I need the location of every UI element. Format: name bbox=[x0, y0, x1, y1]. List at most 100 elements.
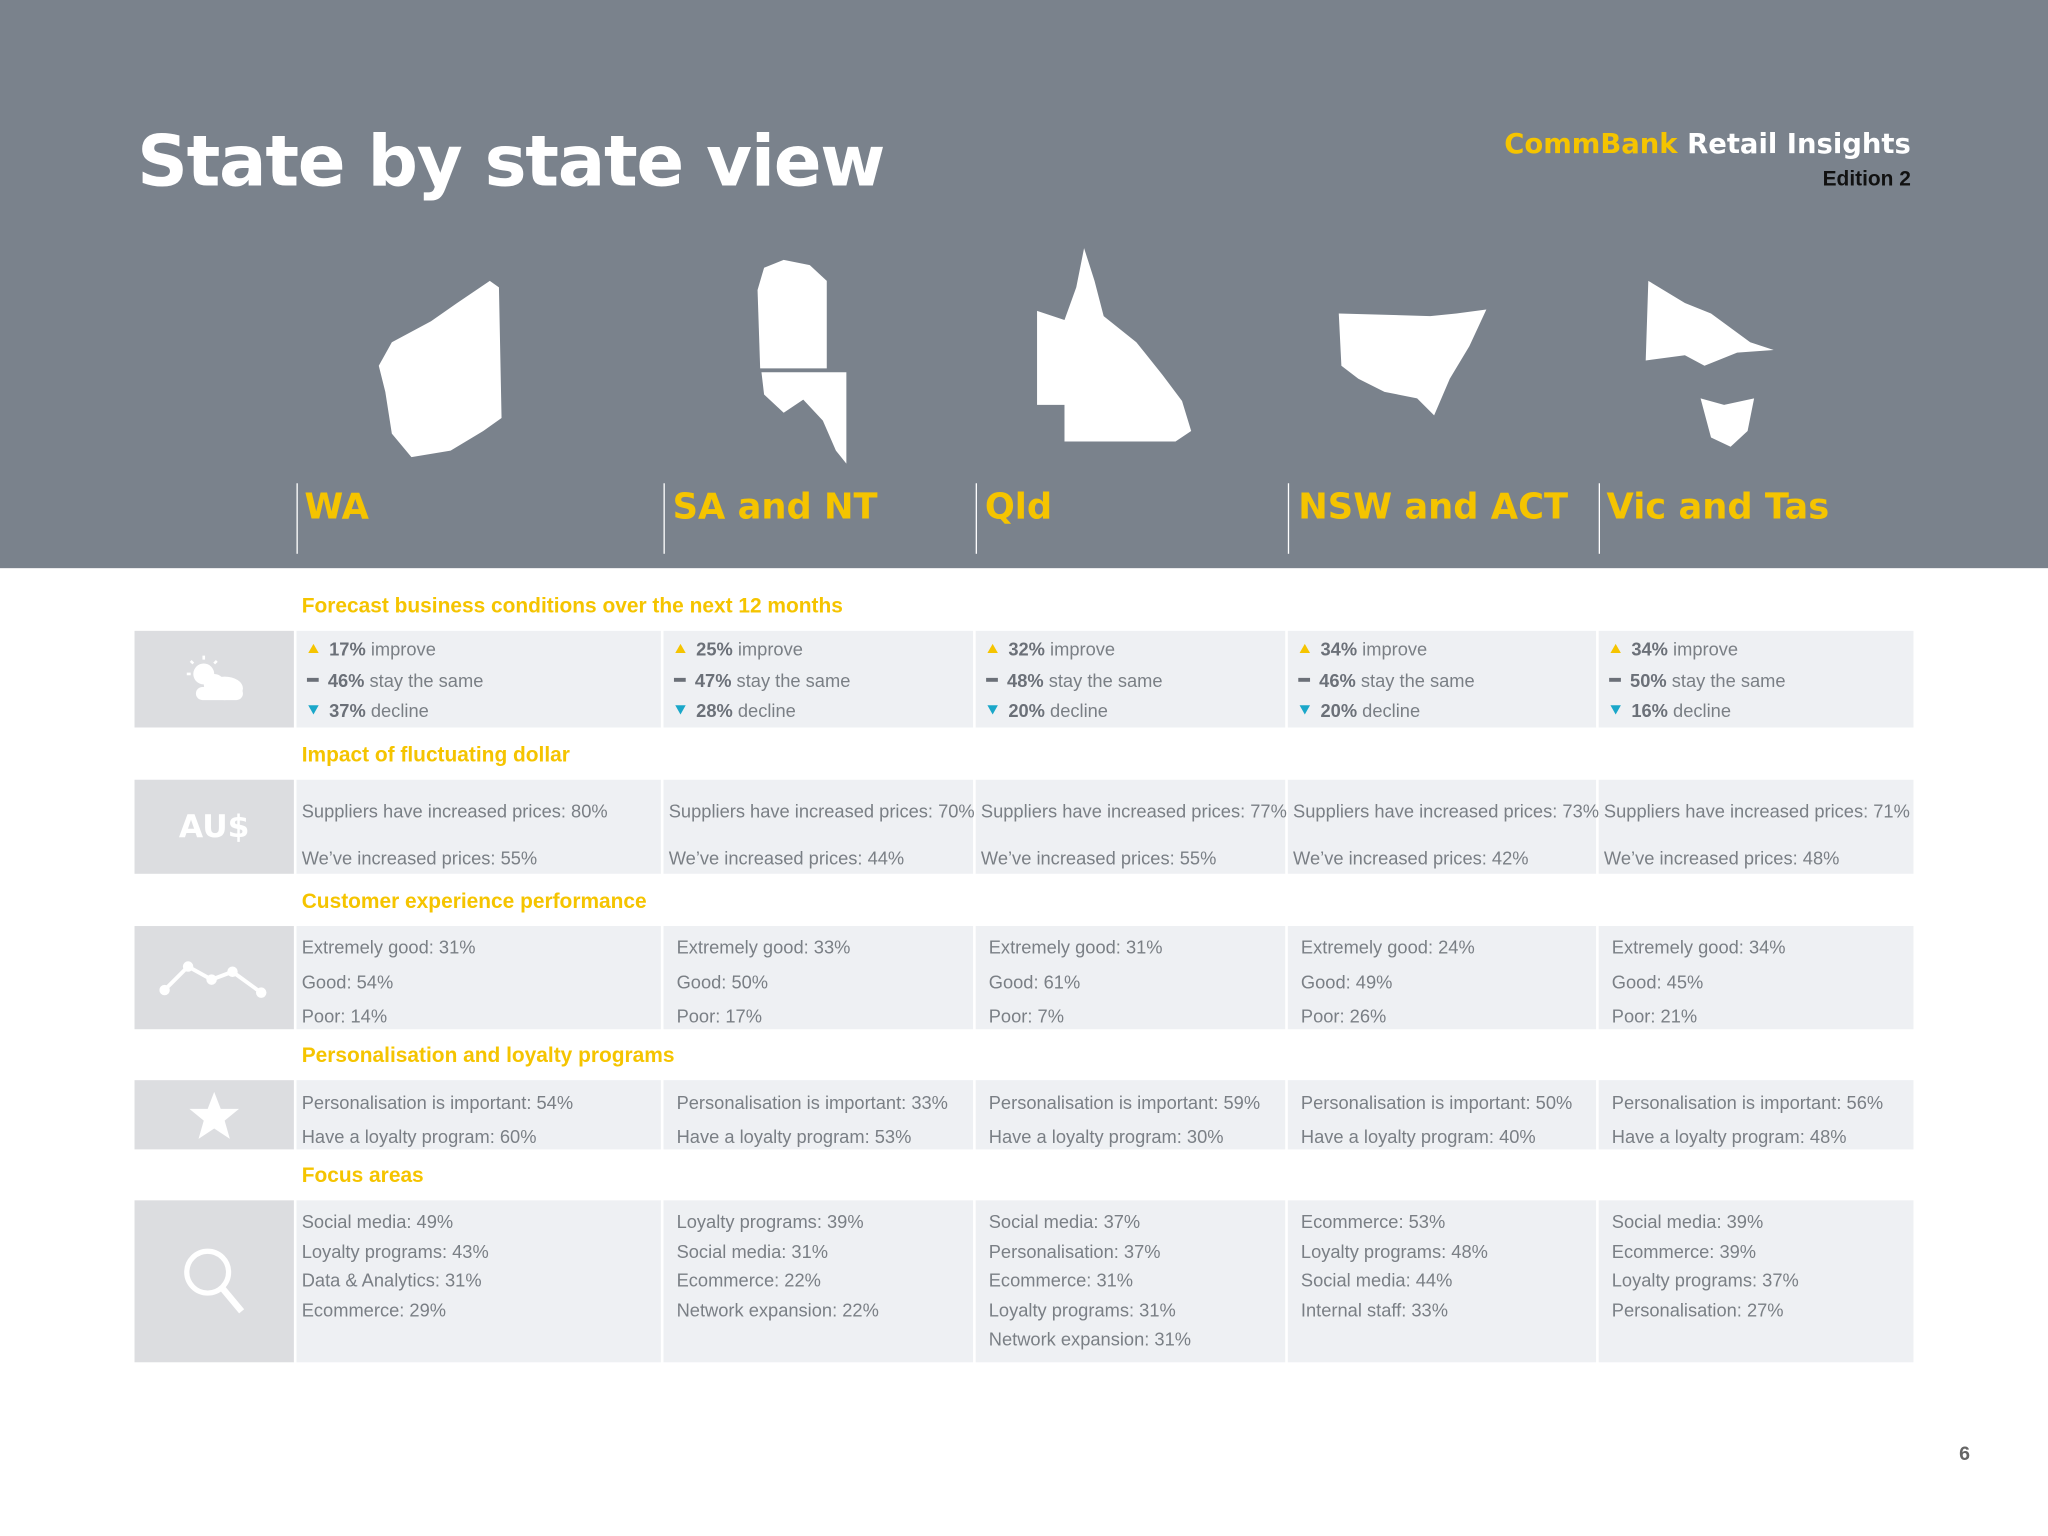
cell-line: Personalisation is important: 50% bbox=[1300, 1091, 1573, 1113]
cell-line: Have a loyalty program: 30% bbox=[988, 1125, 1224, 1147]
cell-value: 25% bbox=[696, 638, 733, 660]
cell-value: 46% bbox=[1319, 669, 1356, 691]
cell: 34% improve 50% stay the same 16% decline bbox=[1598, 630, 1914, 728]
trend-marker bbox=[1609, 677, 1621, 682]
cell-line: Good: 50% bbox=[676, 971, 769, 992]
map-vic bbox=[1645, 280, 1774, 366]
cell-line: Suppliers have increased prices: 77% bbox=[980, 800, 1287, 822]
cell-line: Suppliers have increased prices: 80% bbox=[301, 800, 608, 822]
state-label: WA bbox=[304, 487, 369, 528]
state-label: Qld bbox=[984, 487, 1053, 528]
cell: Suppliers have increased prices: 80% We’v… bbox=[296, 779, 661, 874]
cell-line: We’ve increased prices: 42% bbox=[1293, 847, 1529, 869]
icon bbox=[159, 960, 267, 998]
cell-line: 16% decline bbox=[1609, 696, 1913, 727]
cell-value: 37% bbox=[329, 700, 366, 721]
cell: Social media: 39% Ecommerce: 39% Loyalty p… bbox=[1598, 1200, 1914, 1363]
cell-text: stay the same bbox=[1671, 669, 1786, 691]
cell-line: Data & Analytics: 31% bbox=[301, 1269, 482, 1291]
section-icon bbox=[134, 926, 294, 1030]
cell-value: 17% bbox=[329, 638, 366, 660]
icon bbox=[189, 1091, 240, 1139]
cell: Extremely good: 31% Good: 61% Poor: 7% bbox=[975, 926, 1286, 1030]
cell: Suppliers have increased prices: 77% We’v… bbox=[975, 779, 1287, 874]
cell-line: 50% stay the same bbox=[1609, 665, 1913, 696]
trend-marker bbox=[1610, 644, 1621, 654]
map-nsw bbox=[1338, 309, 1487, 416]
cell-line: We’ve increased prices: 55% bbox=[301, 847, 538, 869]
cell-line: Personalisation: 37% bbox=[988, 1240, 1161, 1262]
trend-marker bbox=[987, 705, 998, 715]
cell-line: We’ve increased prices: 48% bbox=[1603, 847, 1840, 869]
cell-line: Social media: 37% bbox=[988, 1210, 1141, 1232]
cell: Loyalty programs: 39% Social media: 31% Ec… bbox=[663, 1200, 974, 1363]
cell-line: Social media: 49% bbox=[301, 1210, 454, 1232]
trend-marker bbox=[1299, 644, 1311, 654]
brand-suffix: Retail Insights bbox=[1687, 127, 1911, 160]
trend-marker bbox=[675, 644, 686, 654]
section-title: Impact of fluctuating dollar bbox=[301, 744, 570, 767]
cell-value: 32% bbox=[1008, 638, 1045, 660]
cell-line: Have a loyalty program: 53% bbox=[676, 1125, 912, 1147]
cell: Personalisation is important: 50% Have a … bbox=[1287, 1080, 1597, 1150]
map-nt bbox=[757, 259, 827, 369]
cell-line: Personalisation is important: 54% bbox=[301, 1091, 574, 1113]
cell-line: Extremely good: 31% bbox=[301, 936, 476, 958]
cell-line: Have a loyalty program: 48% bbox=[1611, 1125, 1847, 1147]
trend-marker bbox=[308, 644, 319, 654]
cell-line: 28% decline bbox=[674, 696, 973, 727]
cell-line: Extremely good: 31% bbox=[988, 936, 1163, 958]
cell-text: decline bbox=[370, 700, 429, 721]
page-title: State by state view bbox=[137, 120, 885, 203]
icon bbox=[186, 655, 243, 701]
cell: Personalisation is important: 54% Have a … bbox=[296, 1080, 661, 1150]
cell-line: Good: 61% bbox=[988, 971, 1081, 992]
map-sa bbox=[761, 372, 847, 464]
cell-line: Good: 45% bbox=[1611, 971, 1704, 992]
cell: Suppliers have increased prices: 71% We’v… bbox=[1598, 779, 1914, 874]
section-title: Customer experience performance bbox=[301, 890, 647, 913]
state-maps bbox=[378, 248, 1774, 464]
cell-text: decline bbox=[737, 700, 796, 721]
cell-line: Network expansion: 31% bbox=[988, 1328, 1192, 1350]
cell-value: 16% bbox=[1631, 700, 1668, 721]
section-title: Focus areas bbox=[301, 1165, 424, 1188]
cell-line: 37% decline bbox=[307, 696, 661, 727]
cell-value: 46% bbox=[327, 669, 365, 691]
cell-line: Loyalty programs: 39% bbox=[676, 1210, 864, 1232]
cell: 17% improve 46% stay the same 37% decline bbox=[296, 630, 661, 728]
icon bbox=[184, 1248, 245, 1314]
trend-marker bbox=[673, 677, 686, 682]
cell-line: Personalisation is important: 59% bbox=[988, 1091, 1261, 1113]
map-qld bbox=[1037, 248, 1192, 442]
cell-line: Internal staff: 33% bbox=[1300, 1298, 1448, 1320]
cell-value: 47% bbox=[694, 669, 732, 691]
cell-value: 34% bbox=[1320, 638, 1358, 660]
cell-value: 20% bbox=[1008, 700, 1045, 721]
cell: Ecommerce: 53% Loyalty programs: 48% Socia… bbox=[1287, 1200, 1597, 1363]
trend-marker bbox=[306, 677, 319, 682]
cell-line: Suppliers have increased prices: 70% bbox=[668, 800, 975, 822]
trend-marker bbox=[675, 705, 686, 715]
cell-line: 17% improve bbox=[307, 635, 661, 666]
cell-line: Poor: 7% bbox=[988, 1005, 1064, 1027]
cell: Social media: 49% Loyalty programs: 43% Da… bbox=[296, 1200, 661, 1363]
cell-line: Poor: 14% bbox=[301, 1005, 388, 1027]
cell-line: Extremely good: 34% bbox=[1611, 936, 1786, 958]
cell-line: Personalisation: 27% bbox=[1611, 1298, 1784, 1320]
cell-line: Ecommerce: 31% bbox=[988, 1269, 1134, 1291]
cell-line: 20% decline bbox=[1298, 696, 1596, 727]
cell-line: Loyalty programs: 48% bbox=[1300, 1240, 1488, 1262]
cell: Personalisation is important: 33% Have a … bbox=[663, 1080, 974, 1150]
cell-text: improve bbox=[1362, 638, 1428, 660]
cell-line: Social media: 44% bbox=[1300, 1269, 1453, 1291]
section-icon: AU$ bbox=[134, 779, 294, 874]
cell-text: stay the same bbox=[736, 669, 851, 691]
cell-line: 34% improve bbox=[1609, 635, 1913, 666]
edition: Edition 2 bbox=[1822, 168, 1911, 191]
state-label: SA and NT bbox=[672, 487, 878, 528]
cell: Suppliers have increased prices: 73% We’v… bbox=[1287, 779, 1599, 874]
cell-text: improve bbox=[370, 638, 436, 660]
